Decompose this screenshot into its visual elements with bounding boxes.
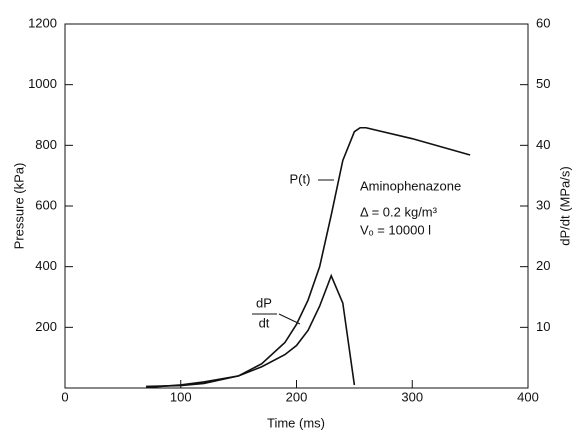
plot-frame: [64, 23, 529, 389]
y2-tick-label: 60: [536, 15, 550, 30]
line-series: [145, 273, 356, 389]
x-axis-label: Time (ms): [267, 415, 325, 430]
annotation: Vₒ = 10000 l: [360, 222, 431, 237]
x-tick-label: 200: [286, 389, 308, 404]
series-label: P(t): [290, 171, 311, 186]
series-label: dt: [259, 315, 270, 330]
y-tick-label: 200: [35, 319, 57, 334]
x-tick-label: 100: [170, 389, 192, 404]
x-tick-label: 300: [401, 389, 423, 404]
y-tick-label: 600: [35, 197, 57, 212]
y2-tick-label: 20: [536, 258, 550, 273]
line-series: [146, 126, 471, 388]
leader-line: [278, 313, 301, 325]
y-tick-label: 400: [35, 258, 57, 273]
y2-tick-label: 10: [536, 319, 550, 334]
y2-axis-label: dP/dt (MPa/s): [557, 166, 572, 245]
y-tick-label: 1000: [28, 76, 57, 91]
y-tick-label: 1200: [28, 15, 57, 30]
x-tick-label: 400: [517, 389, 539, 404]
y2-tick-label: 30: [536, 197, 550, 212]
annotation: Δ = 0.2 kg/m³: [360, 204, 438, 219]
series-label: dP: [256, 295, 272, 310]
y-axis-label: Pressure (kPa): [11, 163, 26, 250]
y2-tick-label: 40: [536, 137, 550, 152]
x-tick-label: 0: [61, 389, 68, 404]
y2-tick-label: 50: [536, 76, 550, 91]
annotation: Aminophenazone: [360, 178, 461, 193]
y-tick-label: 800: [35, 137, 57, 152]
